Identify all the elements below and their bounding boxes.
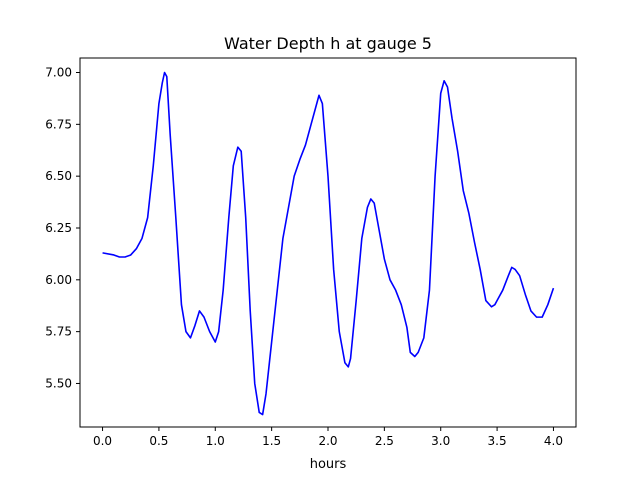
x-tick-label: 4.0 [544, 434, 563, 448]
axes: 0.0 0.5 1.0 1.5 2.0 2.5 3.0 3.5 4.0 5.50 5.75 6.00 6… [45, 57, 577, 448]
y-tick-label: 7.00 [45, 66, 72, 80]
y-tick-label: 5.75 [45, 325, 72, 339]
x-tick-label: 2.0 [318, 434, 337, 448]
y-tick-label: 6.00 [45, 273, 72, 287]
x-tick-label: 1.5 [262, 434, 281, 448]
x-tick-label: 3.5 [488, 434, 507, 448]
x-tick-label: 2.5 [375, 434, 394, 448]
y-tick-label: 5.50 [45, 376, 72, 390]
plot-area [102, 71, 555, 416]
x-tick-label: 0.0 [93, 434, 112, 448]
x-tick-label: 1.0 [206, 434, 225, 448]
chart-title: Water Depth h at gauge 5 [224, 34, 432, 53]
series-line-0 [102, 71, 555, 416]
y-tick-label: 6.50 [45, 169, 72, 183]
x-axis-label: hours [310, 457, 347, 472]
x-tick-label: 3.0 [431, 434, 450, 448]
y-tick-label: 6.75 [45, 117, 72, 131]
y-tick-label: 6.25 [45, 221, 72, 235]
x-tick-label: 0.5 [149, 434, 168, 448]
